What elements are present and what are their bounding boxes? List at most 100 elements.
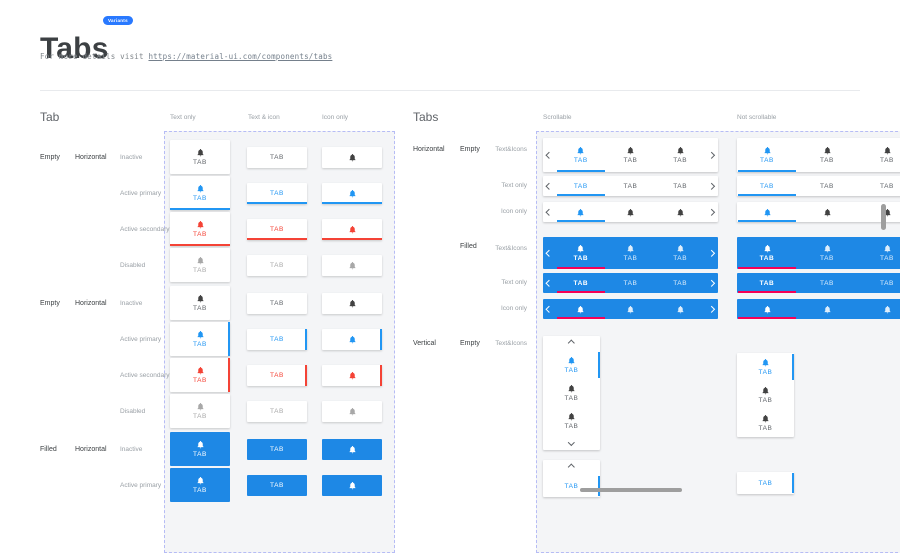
scroll-left-button[interactable] (543, 299, 556, 319)
tab[interactable]: TAB (247, 474, 307, 496)
tab[interactable] (857, 299, 900, 319)
tab[interactable]: TAB (857, 138, 900, 172)
tab[interactable] (797, 299, 857, 319)
tab[interactable] (737, 299, 797, 319)
tab[interactable]: TAB (247, 182, 307, 204)
tab[interactable] (322, 182, 382, 204)
docs-link[interactable]: https://material-ui.com/components/tabs (148, 52, 333, 61)
tab[interactable]: TAB (737, 472, 794, 494)
tab[interactable]: TAB (857, 176, 900, 196)
tab[interactable]: TAB (857, 273, 900, 293)
tab[interactable] (322, 254, 382, 276)
tab[interactable] (322, 400, 382, 422)
tab[interactable]: TAB (797, 138, 857, 172)
tab[interactable]: TAB (556, 176, 606, 196)
tab[interactable] (322, 292, 382, 314)
tab[interactable]: TAB (655, 138, 705, 172)
tab[interactable]: TAB (737, 353, 794, 381)
tab[interactable]: TAB (247, 146, 307, 168)
tab[interactable] (606, 202, 656, 222)
tab[interactable]: TAB (655, 237, 705, 269)
tab[interactable] (797, 202, 857, 222)
tab[interactable]: TAB (737, 138, 797, 172)
tab[interactable]: TAB (556, 138, 606, 172)
state-label: Disabled (120, 407, 146, 415)
tab[interactable]: TAB (737, 381, 794, 409)
tab[interactable]: TAB (556, 273, 606, 293)
tab[interactable]: TAB (170, 358, 230, 392)
scroll-left-button[interactable] (543, 176, 556, 196)
scroll-right-button[interactable] (705, 299, 718, 319)
tabs-scrollable: TAB TAB TAB (543, 176, 718, 196)
scroll-right-button[interactable] (705, 176, 718, 196)
tab[interactable] (606, 299, 656, 319)
scroll-up-button[interactable] (543, 336, 600, 351)
tab[interactable] (322, 474, 382, 496)
tab[interactable] (857, 202, 900, 222)
tab[interactable]: TAB (797, 273, 857, 293)
scroll-right-button[interactable] (705, 138, 718, 172)
tab[interactable]: TAB (247, 328, 307, 350)
tab[interactable]: TAB (247, 218, 307, 240)
tab[interactable] (322, 328, 382, 350)
state-label: Inactive (120, 153, 143, 161)
tab[interactable]: TAB (543, 407, 600, 435)
tab[interactable] (322, 364, 382, 386)
scroll-left-button[interactable] (543, 138, 556, 172)
tab[interactable]: TAB (247, 438, 307, 460)
scroll-right-button[interactable] (705, 237, 718, 269)
tab[interactable]: TAB (170, 394, 230, 428)
tab[interactable]: TAB (247, 292, 307, 314)
tab[interactable]: TAB (556, 237, 606, 269)
tab[interactable]: TAB (655, 176, 705, 196)
tab[interactable]: TAB (543, 475, 600, 497)
tab[interactable]: TAB (170, 286, 230, 320)
tab[interactable]: TAB (170, 248, 230, 282)
row-type-label: Text only (501, 279, 527, 286)
tab[interactable]: TAB (247, 254, 307, 276)
tab[interactable]: TAB (170, 212, 230, 246)
scroll-left-button[interactable] (543, 237, 556, 269)
tab[interactable]: TAB (606, 138, 656, 172)
tab[interactable]: TAB (737, 176, 797, 196)
variant-label: Filled (460, 243, 477, 250)
tab[interactable]: TAB (247, 364, 307, 386)
horizontal-scrollbar-thumb[interactable] (580, 488, 682, 492)
tab-state-row: Active secondary TAB TAB (40, 357, 394, 393)
vertical-scrollbar-thumb[interactable] (881, 204, 886, 230)
tab[interactable]: TAB (737, 273, 797, 293)
tab[interactable]: TAB (606, 273, 656, 293)
tab[interactable] (655, 299, 705, 319)
scroll-left-button[interactable] (543, 202, 556, 222)
page-title: Tabs (40, 32, 109, 66)
tab[interactable] (322, 438, 382, 460)
scroll-left-button[interactable] (543, 273, 556, 293)
tab[interactable]: TAB (606, 237, 656, 269)
tab[interactable]: TAB (797, 176, 857, 196)
tab[interactable] (655, 202, 705, 222)
tab[interactable]: TAB (543, 379, 600, 407)
tab[interactable]: TAB (857, 237, 900, 269)
tab[interactable] (556, 299, 606, 319)
tab[interactable] (322, 146, 382, 168)
tab[interactable] (322, 218, 382, 240)
scroll-up-button[interactable] (543, 460, 600, 475)
tab[interactable]: TAB (606, 176, 656, 196)
tab[interactable]: TAB (737, 409, 794, 437)
tab[interactable]: TAB (247, 400, 307, 422)
scroll-right-button[interactable] (705, 202, 718, 222)
tab[interactable] (737, 202, 797, 222)
tab[interactable]: TAB (170, 432, 230, 466)
tab[interactable]: TAB (170, 468, 230, 502)
tab[interactable]: TAB (170, 140, 230, 174)
tab[interactable]: TAB (170, 322, 230, 356)
tab[interactable]: TAB (655, 273, 705, 293)
scroll-down-button[interactable] (543, 435, 600, 450)
tab[interactable]: TAB (543, 351, 600, 379)
scroll-right-button[interactable] (705, 273, 718, 293)
tab[interactable]: TAB (737, 237, 797, 269)
tab-label: TAB (758, 479, 773, 487)
tab[interactable] (556, 202, 606, 222)
tab[interactable]: TAB (170, 176, 230, 210)
tab[interactable]: TAB (797, 237, 857, 269)
